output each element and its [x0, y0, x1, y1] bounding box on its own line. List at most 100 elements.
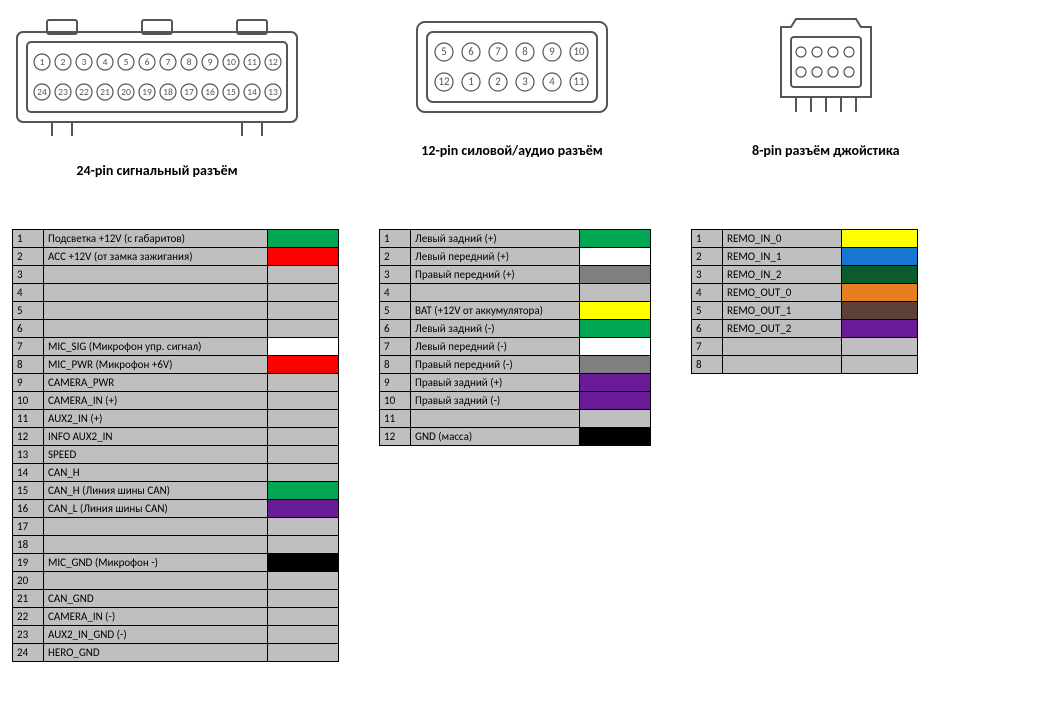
pin-number: 7 [13, 338, 44, 356]
pin-number: 13 [13, 446, 44, 464]
svg-text:15: 15 [226, 86, 236, 98]
pin-number: 2 [13, 248, 44, 266]
pin-color [842, 338, 918, 356]
pin-color [268, 590, 339, 608]
pin-label: Левый передний (+) [411, 248, 580, 266]
pin-number: 2 [380, 248, 411, 266]
pin-number: 10 [380, 392, 411, 410]
table-row: 16CAN_L (Линия шины CAN) [13, 500, 339, 518]
pin-color [268, 644, 339, 662]
svg-text:14: 14 [247, 86, 257, 98]
svg-text:7: 7 [166, 56, 171, 68]
table-row: 7MIC_SIG (Микрофон упр. сигнал) [13, 338, 339, 356]
pin-label: HERO_GND [44, 644, 268, 662]
table-row: 18 [13, 536, 339, 554]
pin-number: 3 [692, 266, 723, 284]
pin-label [44, 284, 268, 302]
svg-text:10: 10 [574, 45, 585, 58]
tables-row: 1Подсветка +12V (с габаритов)2ACC +12V (… [12, 229, 1035, 662]
svg-text:10: 10 [226, 56, 236, 68]
table-row: 2Левый передний (+) [380, 248, 651, 266]
table-row: 4REMO_OUT_0 [692, 284, 918, 302]
pin-number: 1 [380, 230, 411, 248]
pin-color [580, 356, 651, 374]
pin-label [44, 536, 268, 554]
pin-number: 8 [380, 356, 411, 374]
pin-number: 16 [13, 500, 44, 518]
pin-color [268, 464, 339, 482]
table-row: 1Левый задний (+) [380, 230, 651, 248]
table-8pin: 1REMO_IN_02REMO_IN_13REMO_IN_24REMO_OUT_… [691, 229, 918, 374]
pin-label: CAN_H (Линия шины CAN) [44, 482, 268, 500]
svg-text:12: 12 [268, 56, 278, 68]
pin-number: 8 [692, 356, 723, 374]
pin-label: Подсветка +12V (с габаритов) [44, 230, 268, 248]
table-row: 11AUX2_IN (+) [13, 410, 339, 428]
svg-text:2: 2 [61, 56, 66, 68]
pin-color [268, 266, 339, 284]
table-row: 3Правый передний (+) [380, 266, 651, 284]
pin-color [268, 608, 339, 626]
pin-color [268, 554, 339, 572]
pin-color [580, 230, 651, 248]
pin-label: Левый передний (-) [411, 338, 580, 356]
pin-label [44, 320, 268, 338]
pin-color [268, 230, 339, 248]
pin-label: Правый передний (+) [411, 266, 580, 284]
pin-color [268, 338, 339, 356]
svg-text:18: 18 [163, 86, 173, 98]
pin-label: MIC_SIG (Микрофон упр. сигнал) [44, 338, 268, 356]
table-row: 3REMO_IN_2 [692, 266, 918, 284]
pin-number: 5 [692, 302, 723, 320]
pin-number: 12 [380, 428, 411, 446]
connector-8pin-diagram [766, 12, 886, 122]
pin-label: SPEED [44, 446, 268, 464]
pin-number: 21 [13, 590, 44, 608]
pin-number: 7 [692, 338, 723, 356]
pin-label: ACC +12V (от замка зажигания) [44, 248, 268, 266]
svg-text:11: 11 [574, 75, 585, 88]
pin-label: CAN_L (Линия шины CAN) [44, 500, 268, 518]
pin-label: AUX2_IN_GND (-) [44, 626, 268, 644]
pin-color [842, 248, 918, 266]
table-row: 10CAMERA_IN (+) [13, 392, 339, 410]
table-row: 19MIC_GND (Микрофон -) [13, 554, 339, 572]
pin-color [580, 338, 651, 356]
pin-label [44, 266, 268, 284]
pin-number: 19 [13, 554, 44, 572]
svg-text:5: 5 [441, 45, 446, 58]
pin-number: 9 [380, 374, 411, 392]
pin-label: REMO_IN_0 [723, 230, 842, 248]
svg-text:3: 3 [522, 75, 528, 88]
svg-text:4: 4 [549, 75, 555, 88]
pin-color [580, 320, 651, 338]
pin-color [580, 392, 651, 410]
pin-number: 1 [13, 230, 44, 248]
table-row: 14CAN_H [13, 464, 339, 482]
pin-number: 4 [13, 284, 44, 302]
table-12pin: 1Левый задний (+)2Левый передний (+)3Пра… [379, 229, 651, 446]
pin-color [268, 284, 339, 302]
table-row: 1Подсветка +12V (с габаритов) [13, 230, 339, 248]
pin-number: 3 [13, 266, 44, 284]
svg-text:6: 6 [145, 56, 150, 68]
connector-24pin-block: 123456789101112242322212019181716151413 … [12, 12, 302, 179]
pin-number: 3 [380, 266, 411, 284]
svg-text:24: 24 [37, 86, 47, 98]
svg-text:16: 16 [205, 86, 215, 98]
svg-text:9: 9 [208, 56, 213, 68]
svg-text:20: 20 [121, 86, 131, 98]
table-row: 5REMO_OUT_1 [692, 302, 918, 320]
pin-color [268, 446, 339, 464]
pin-label [44, 572, 268, 590]
pin-color [580, 266, 651, 284]
pin-number: 9 [13, 374, 44, 392]
table-row: 1REMO_IN_0 [692, 230, 918, 248]
pin-label [411, 410, 580, 428]
table-row: 6REMO_OUT_2 [692, 320, 918, 338]
pin-number: 2 [692, 248, 723, 266]
pin-label: AUX2_IN (+) [44, 410, 268, 428]
pin-number: 23 [13, 626, 44, 644]
pin-label [411, 284, 580, 302]
pin-color [268, 248, 339, 266]
